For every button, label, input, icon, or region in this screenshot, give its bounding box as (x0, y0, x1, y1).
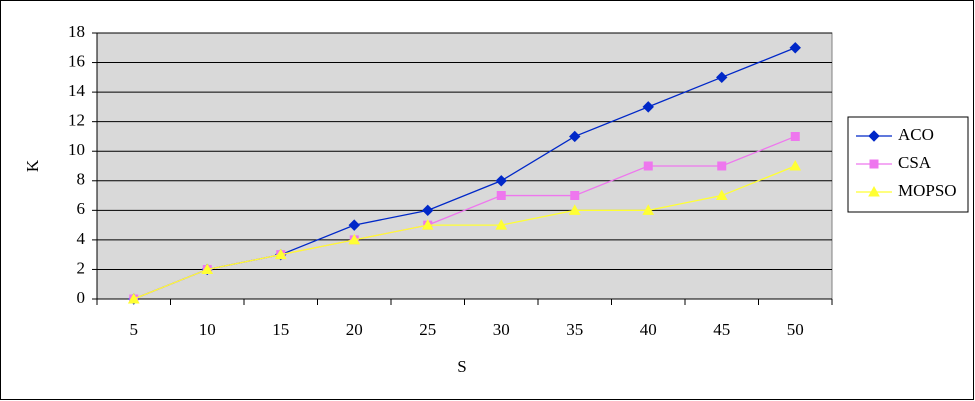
data-point (495, 219, 508, 230)
data-point (422, 204, 434, 217)
x-tick-label: 20 (346, 320, 363, 339)
data-point (127, 292, 140, 304)
data-point (642, 101, 654, 113)
y-axis-label: K (23, 159, 42, 172)
data-point (789, 42, 801, 54)
data-point (789, 159, 802, 171)
legend-label: ACO (898, 125, 934, 144)
data-point (643, 161, 653, 171)
data-point (274, 248, 287, 260)
data-point (716, 71, 728, 84)
legend-marker (868, 130, 880, 142)
x-tick-label: 35 (566, 320, 583, 339)
x-tick-label: 40 (640, 320, 657, 339)
y-tick-label: 10 (68, 140, 85, 159)
series-line (133, 165, 796, 300)
data-point (790, 131, 800, 141)
data-point (642, 204, 655, 215)
data-point (715, 189, 728, 201)
y-tick-label: 0 (77, 288, 86, 307)
x-tick-label: 15 (272, 320, 289, 339)
y-tick-label: 6 (77, 199, 86, 218)
data-point (201, 263, 214, 274)
legend-marker (868, 185, 880, 197)
data-point (348, 219, 360, 231)
x-tick-label: 25 (419, 320, 436, 339)
data-point (717, 161, 727, 171)
legend-label: MOPSO (898, 181, 957, 200)
x-axis-label: S (457, 357, 466, 376)
y-tick-label: 12 (68, 111, 85, 130)
data-point (570, 191, 580, 201)
data-point (348, 233, 361, 245)
x-tick-label: 5 (130, 320, 139, 339)
legend-label: CSA (898, 153, 932, 172)
y-tick-label: 14 (68, 81, 86, 100)
data-point (421, 219, 434, 230)
legend-marker (869, 159, 879, 169)
y-tick-label: 4 (77, 229, 86, 248)
y-tick-label: 8 (77, 170, 86, 189)
data-point (496, 191, 506, 201)
y-tick-label: 18 (68, 22, 85, 41)
data-point (495, 175, 507, 187)
data-point (568, 204, 581, 215)
x-tick-label: 50 (787, 320, 804, 339)
y-tick-label: 16 (68, 51, 85, 70)
y-tick-label: 2 (77, 258, 86, 277)
x-tick-label: 10 (199, 320, 216, 339)
x-tick-label: 30 (493, 320, 510, 339)
data-point (569, 130, 581, 143)
x-tick-label: 45 (713, 320, 730, 339)
